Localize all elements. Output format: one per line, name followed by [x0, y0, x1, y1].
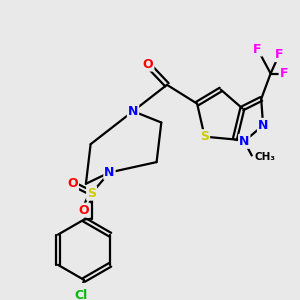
Text: N: N: [239, 135, 249, 148]
Text: N: N: [104, 166, 115, 179]
Text: F: F: [253, 43, 262, 56]
Text: Cl: Cl: [75, 290, 88, 300]
Text: F: F: [275, 48, 284, 61]
Text: S: S: [87, 187, 96, 200]
Text: F: F: [280, 67, 288, 80]
Text: O: O: [79, 204, 89, 217]
Text: O: O: [68, 177, 78, 190]
Text: O: O: [143, 58, 153, 70]
Text: CH₃: CH₃: [255, 152, 276, 162]
Text: S: S: [200, 130, 209, 143]
Text: N: N: [258, 119, 268, 132]
Text: N: N: [128, 105, 138, 118]
